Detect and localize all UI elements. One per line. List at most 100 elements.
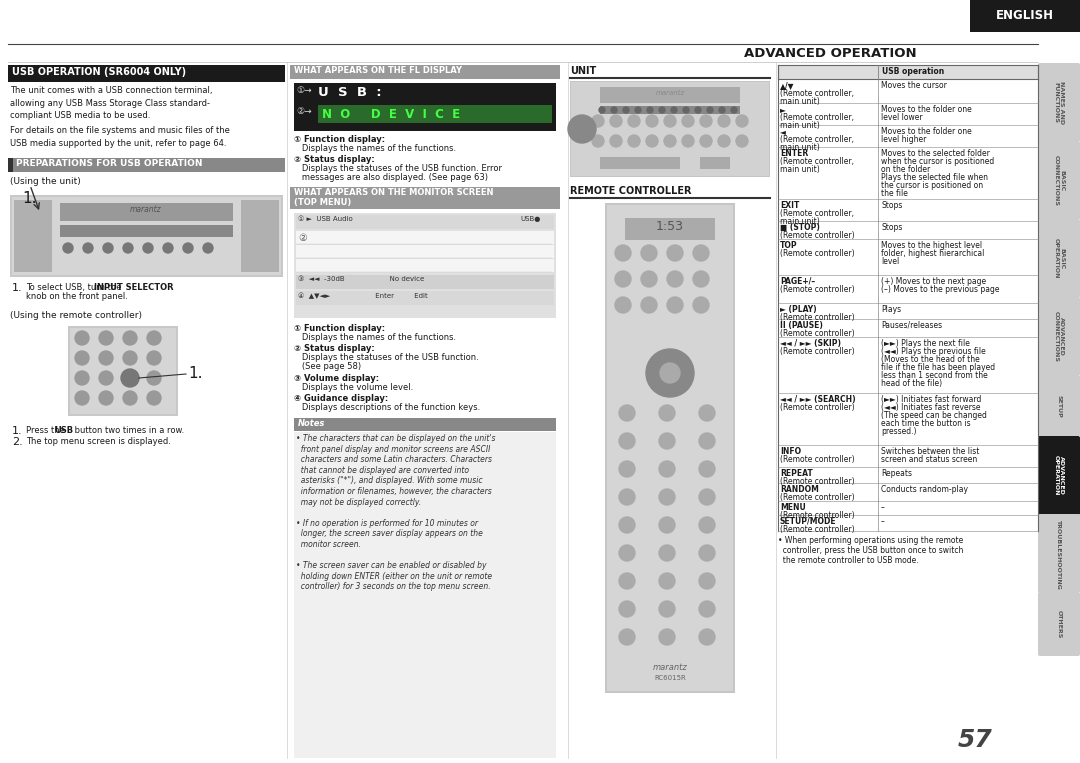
Circle shape bbox=[719, 107, 725, 113]
Text: that cannot be displayed are converted into: that cannot be displayed are converted i… bbox=[296, 465, 469, 475]
Text: level: level bbox=[881, 257, 900, 266]
Text: ◄◄ / ►► (SKIP): ◄◄ / ►► (SKIP) bbox=[780, 339, 841, 348]
Text: Repeats: Repeats bbox=[881, 469, 912, 478]
Bar bbox=[12, 197, 281, 275]
Text: marantz: marantz bbox=[656, 90, 685, 96]
Text: main unit): main unit) bbox=[780, 121, 820, 130]
Circle shape bbox=[75, 331, 89, 345]
Text: (Remote controller): (Remote controller) bbox=[780, 477, 854, 486]
Circle shape bbox=[699, 489, 715, 505]
Text: Moves to the highest level: Moves to the highest level bbox=[881, 241, 982, 250]
Bar bbox=[8, 158, 13, 172]
Circle shape bbox=[699, 405, 715, 421]
Bar bbox=[294, 418, 556, 431]
Bar bbox=[294, 213, 556, 318]
Text: ◄◄ / ►► (SEARCH): ◄◄ / ►► (SEARCH) bbox=[780, 395, 855, 404]
Bar bbox=[605, 203, 735, 693]
Text: ENTER: ENTER bbox=[780, 149, 808, 158]
Text: (See page 58): (See page 58) bbox=[294, 362, 361, 371]
Text: N  O     D  E  V  I  C  E: N O D E V I C E bbox=[322, 108, 460, 121]
Text: RC6015R: RC6015R bbox=[654, 675, 686, 681]
Text: Displays descriptions of the function keys.: Displays descriptions of the function ke… bbox=[294, 403, 481, 412]
Text: messages are also displayed. (See page 63): messages are also displayed. (See page 6… bbox=[294, 173, 488, 182]
Circle shape bbox=[163, 243, 173, 253]
Text: each time the button is: each time the button is bbox=[881, 419, 971, 428]
Text: OTHERS: OTHERS bbox=[1056, 610, 1062, 638]
Circle shape bbox=[123, 391, 137, 405]
Text: Displays the volume level.: Displays the volume level. bbox=[294, 383, 414, 392]
Text: main unit): main unit) bbox=[780, 165, 820, 174]
Text: folder, highest hierarchical: folder, highest hierarchical bbox=[881, 249, 984, 258]
FancyBboxPatch shape bbox=[1038, 219, 1080, 298]
Text: (Remote controller): (Remote controller) bbox=[780, 403, 854, 412]
Circle shape bbox=[699, 517, 715, 533]
Circle shape bbox=[147, 331, 161, 345]
Text: holding down ENTER (either on the unit or remote: holding down ENTER (either on the unit o… bbox=[296, 571, 492, 581]
Text: WHAT APPEARS ON THE FL DISPLAY: WHAT APPEARS ON THE FL DISPLAY bbox=[294, 66, 462, 75]
Circle shape bbox=[623, 107, 629, 113]
Circle shape bbox=[696, 107, 701, 113]
Circle shape bbox=[619, 601, 635, 617]
Text: TOP: TOP bbox=[780, 241, 798, 250]
Text: (►►) Plays the next file: (►►) Plays the next file bbox=[881, 339, 970, 348]
Bar bbox=[70, 328, 176, 414]
Text: ENGLISH: ENGLISH bbox=[996, 9, 1054, 22]
Text: (Remote controller): (Remote controller) bbox=[780, 493, 854, 502]
Text: To select USB, turn the: To select USB, turn the bbox=[26, 283, 124, 292]
Bar bbox=[296, 275, 554, 289]
Circle shape bbox=[619, 405, 635, 421]
Bar bbox=[571, 82, 769, 176]
Circle shape bbox=[592, 115, 604, 127]
Text: ②→: ②→ bbox=[296, 107, 312, 116]
Text: ① ►  USB Audio: ① ► USB Audio bbox=[298, 216, 353, 222]
FancyBboxPatch shape bbox=[1038, 141, 1080, 220]
Circle shape bbox=[147, 391, 161, 405]
Text: when the cursor is positioned: when the cursor is positioned bbox=[881, 157, 995, 166]
Text: Stops: Stops bbox=[881, 223, 903, 232]
Circle shape bbox=[718, 135, 730, 147]
Circle shape bbox=[681, 135, 694, 147]
Text: (Remote controller): (Remote controller) bbox=[780, 455, 854, 464]
Text: Plays the selected file when: Plays the selected file when bbox=[881, 173, 988, 182]
Text: pressed.): pressed.) bbox=[881, 427, 917, 436]
FancyBboxPatch shape bbox=[1038, 592, 1080, 656]
Text: file if the file has been played: file if the file has been played bbox=[881, 363, 995, 372]
FancyBboxPatch shape bbox=[1038, 375, 1080, 437]
Bar bbox=[600, 157, 680, 169]
Text: (◄◄) Plays the previous file: (◄◄) Plays the previous file bbox=[881, 347, 986, 356]
Text: PAGE+/–: PAGE+/– bbox=[780, 277, 815, 286]
Circle shape bbox=[99, 371, 113, 385]
Text: –: – bbox=[881, 517, 885, 526]
Circle shape bbox=[664, 115, 676, 127]
Text: WHAT APPEARS ON THE MONITOR SCREEN: WHAT APPEARS ON THE MONITOR SCREEN bbox=[294, 188, 494, 197]
Text: ■ (STOP): ■ (STOP) bbox=[780, 223, 820, 232]
Circle shape bbox=[660, 363, 680, 383]
FancyBboxPatch shape bbox=[1038, 63, 1080, 142]
Text: (Remote controller,: (Remote controller, bbox=[780, 209, 854, 218]
Text: 57: 57 bbox=[958, 728, 993, 752]
Text: USB: USB bbox=[54, 426, 73, 435]
Circle shape bbox=[103, 243, 113, 253]
Bar bbox=[60, 225, 233, 237]
Text: SETUP/MODE: SETUP/MODE bbox=[780, 517, 837, 526]
Text: (The speed can be changed: (The speed can be changed bbox=[881, 411, 987, 420]
Text: (Remote controller): (Remote controller) bbox=[780, 231, 854, 240]
Circle shape bbox=[123, 351, 137, 365]
Circle shape bbox=[615, 297, 631, 313]
Circle shape bbox=[659, 433, 675, 449]
Bar bbox=[296, 245, 554, 258]
Text: ② Status display:: ② Status display: bbox=[294, 344, 375, 353]
Text: ③  ◄◄  -30dB                    No device: ③ ◄◄ -30dB No device bbox=[298, 276, 424, 282]
Text: marantz: marantz bbox=[131, 205, 162, 214]
Circle shape bbox=[610, 115, 622, 127]
Text: EXIT: EXIT bbox=[780, 201, 799, 210]
Circle shape bbox=[659, 601, 675, 617]
Text: (Remote controller): (Remote controller) bbox=[780, 511, 854, 520]
Circle shape bbox=[619, 545, 635, 561]
Circle shape bbox=[700, 135, 712, 147]
FancyBboxPatch shape bbox=[1038, 514, 1080, 593]
Text: longer, the screen saver display appears on the: longer, the screen saver display appears… bbox=[296, 530, 483, 539]
Text: screen and status screen: screen and status screen bbox=[881, 455, 977, 464]
Text: (Moves to the head of the: (Moves to the head of the bbox=[881, 355, 980, 364]
Text: Moves to the selected folder: Moves to the selected folder bbox=[881, 149, 990, 158]
